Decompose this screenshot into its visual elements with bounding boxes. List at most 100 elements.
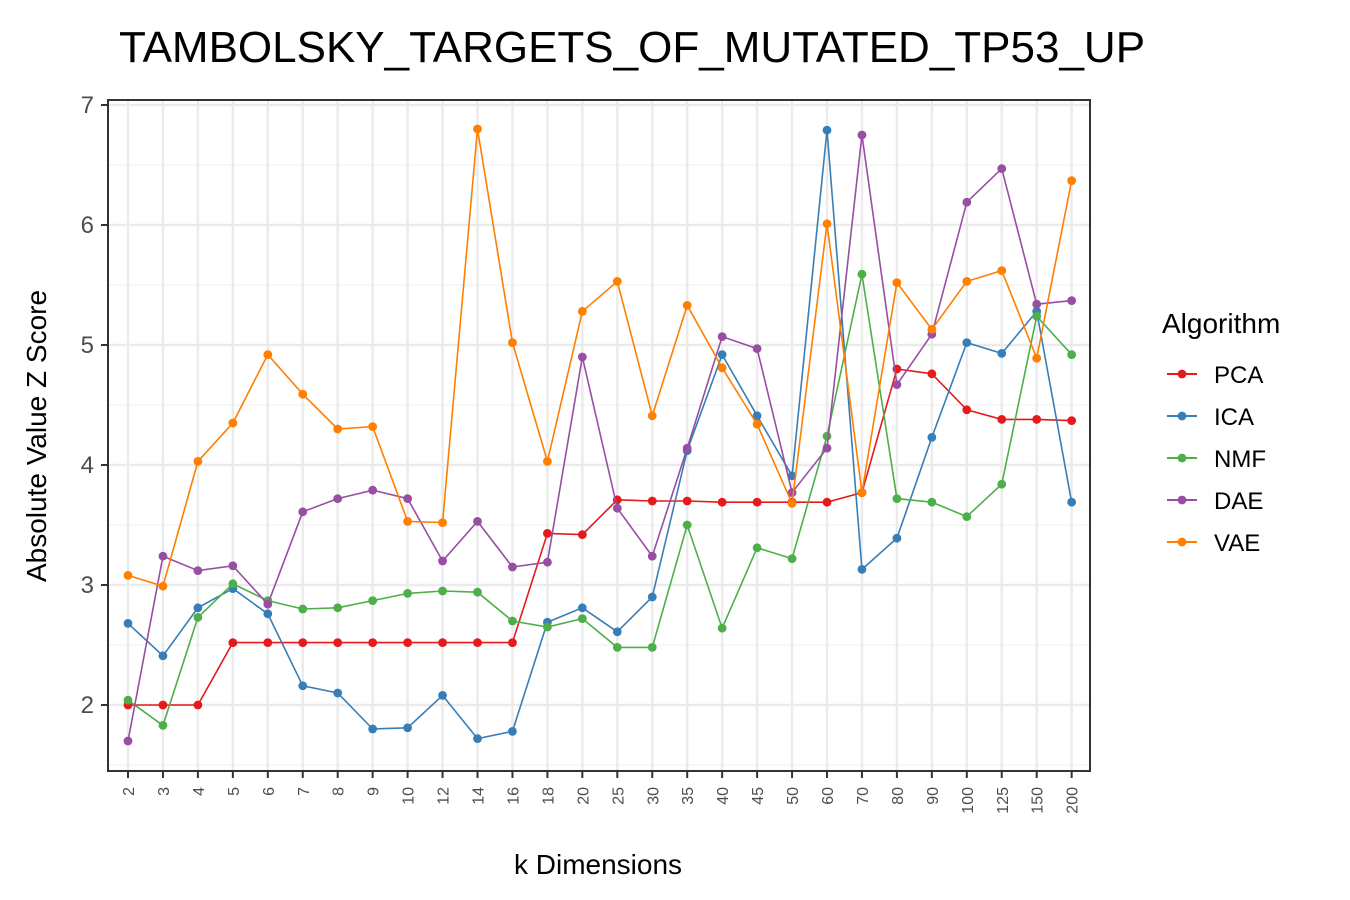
data-point-dae xyxy=(508,562,517,572)
data-point-pca xyxy=(822,497,832,507)
data-point-ica xyxy=(787,471,797,481)
data-point-vae xyxy=(193,457,203,466)
x-tick-label: 7 xyxy=(296,787,313,796)
data-point-pca xyxy=(577,530,587,539)
data-point-vae xyxy=(158,581,168,591)
data-point-nmf xyxy=(473,587,482,597)
data-point-pca xyxy=(403,638,412,647)
y-axis-title: Absolute Value Z Score xyxy=(21,290,52,582)
x-tick-label: 8 xyxy=(331,787,348,796)
data-point-pca xyxy=(263,638,273,647)
data-point-vae xyxy=(368,422,378,431)
series-line-dae xyxy=(127,134,1072,742)
data-point-dae xyxy=(752,344,762,353)
data-point-pca xyxy=(158,700,168,710)
x-tick-label: 2 xyxy=(121,787,138,796)
data-point-pca xyxy=(228,638,238,647)
data-point-dae xyxy=(193,566,203,575)
legend-label: VAE xyxy=(1214,530,1260,557)
data-point-vae xyxy=(612,277,622,286)
data-point-nmf xyxy=(892,494,902,503)
x-tick-label: 18 xyxy=(540,787,557,805)
data-point-pca xyxy=(333,638,343,647)
legend-label: PCA xyxy=(1214,362,1263,389)
data-point-vae xyxy=(298,389,308,399)
series-pca xyxy=(123,364,1077,710)
data-point-ica xyxy=(927,433,937,442)
data-point-vae xyxy=(962,277,972,286)
x-tick-label: 70 xyxy=(855,787,872,805)
data-point-ica xyxy=(333,688,343,698)
data-point-pca xyxy=(647,496,657,506)
data-point-vae xyxy=(508,338,517,347)
legend-item-dae: DAE xyxy=(1167,488,1263,515)
data-point-dae xyxy=(158,551,168,561)
data-point-dae xyxy=(298,507,308,517)
data-point-dae xyxy=(612,503,622,513)
legend-item-pca: PCA xyxy=(1167,362,1263,389)
data-point-dae xyxy=(822,443,832,453)
data-point-pca xyxy=(368,638,378,647)
data-point-nmf xyxy=(787,554,797,563)
data-point-vae xyxy=(543,457,552,466)
data-point-dae xyxy=(333,494,343,503)
chart-title: TAMBOLSKY_TARGETS_OF_MUTATED_TP53_UP xyxy=(119,23,1145,72)
data-point-nmf xyxy=(1067,350,1077,359)
data-point-vae xyxy=(752,419,762,429)
data-point-vae xyxy=(682,301,692,310)
data-point-nmf xyxy=(612,643,622,652)
data-point-vae xyxy=(1032,353,1042,363)
data-point-pca xyxy=(717,497,727,507)
data-point-dae xyxy=(1032,299,1042,309)
data-point-vae xyxy=(577,307,587,316)
data-point-ica xyxy=(717,350,727,359)
x-tick-label: 20 xyxy=(575,787,592,805)
data-point-ica xyxy=(508,727,517,736)
x-tick-label: 90 xyxy=(925,787,942,805)
x-tick-label: 125 xyxy=(995,787,1012,814)
data-point-pca xyxy=(1032,415,1042,424)
data-point-ica xyxy=(647,592,657,602)
data-point-dae xyxy=(857,130,867,140)
legend-key-point xyxy=(1177,495,1187,505)
data-point-nmf xyxy=(752,543,762,553)
data-point-vae xyxy=(892,278,902,287)
data-point-nmf xyxy=(647,643,657,652)
y-tick-label: 7 xyxy=(81,92,94,119)
data-point-pca xyxy=(997,415,1007,424)
data-point-nmf xyxy=(822,431,832,441)
data-point-nmf xyxy=(298,604,308,614)
x-tick-label: 200 xyxy=(1065,787,1082,814)
y-tick-label: 5 xyxy=(81,332,94,359)
data-point-ica xyxy=(752,411,762,421)
data-point-vae xyxy=(123,571,133,580)
x-axis-title: k Dimensions xyxy=(514,849,682,880)
data-point-ica xyxy=(962,338,972,347)
x-tick-label: 50 xyxy=(785,787,802,805)
x-tick-label: 60 xyxy=(820,787,837,805)
data-point-dae xyxy=(892,380,902,389)
data-point-vae xyxy=(1067,176,1077,186)
data-point-ica xyxy=(997,349,1007,358)
x-tick-label: 3 xyxy=(156,787,173,796)
legend-label: ICA xyxy=(1214,404,1254,431)
data-point-nmf xyxy=(508,616,517,626)
x-tick-label: 80 xyxy=(890,787,907,805)
x-tick-label: 14 xyxy=(471,787,488,805)
data-point-ica xyxy=(1067,497,1077,507)
data-point-ica xyxy=(193,603,203,613)
data-point-pca xyxy=(962,405,972,415)
data-point-nmf xyxy=(543,622,552,632)
data-point-dae xyxy=(997,164,1007,174)
data-point-dae xyxy=(263,599,273,609)
x-tick-label: 5 xyxy=(226,787,243,796)
data-point-vae xyxy=(473,124,482,134)
data-point-nmf xyxy=(857,269,867,279)
data-point-vae xyxy=(857,488,867,497)
x-tick-label: 16 xyxy=(505,787,522,805)
data-point-dae xyxy=(368,485,378,495)
data-point-pca xyxy=(752,497,762,507)
data-point-vae xyxy=(822,219,832,229)
data-point-nmf xyxy=(438,586,447,596)
